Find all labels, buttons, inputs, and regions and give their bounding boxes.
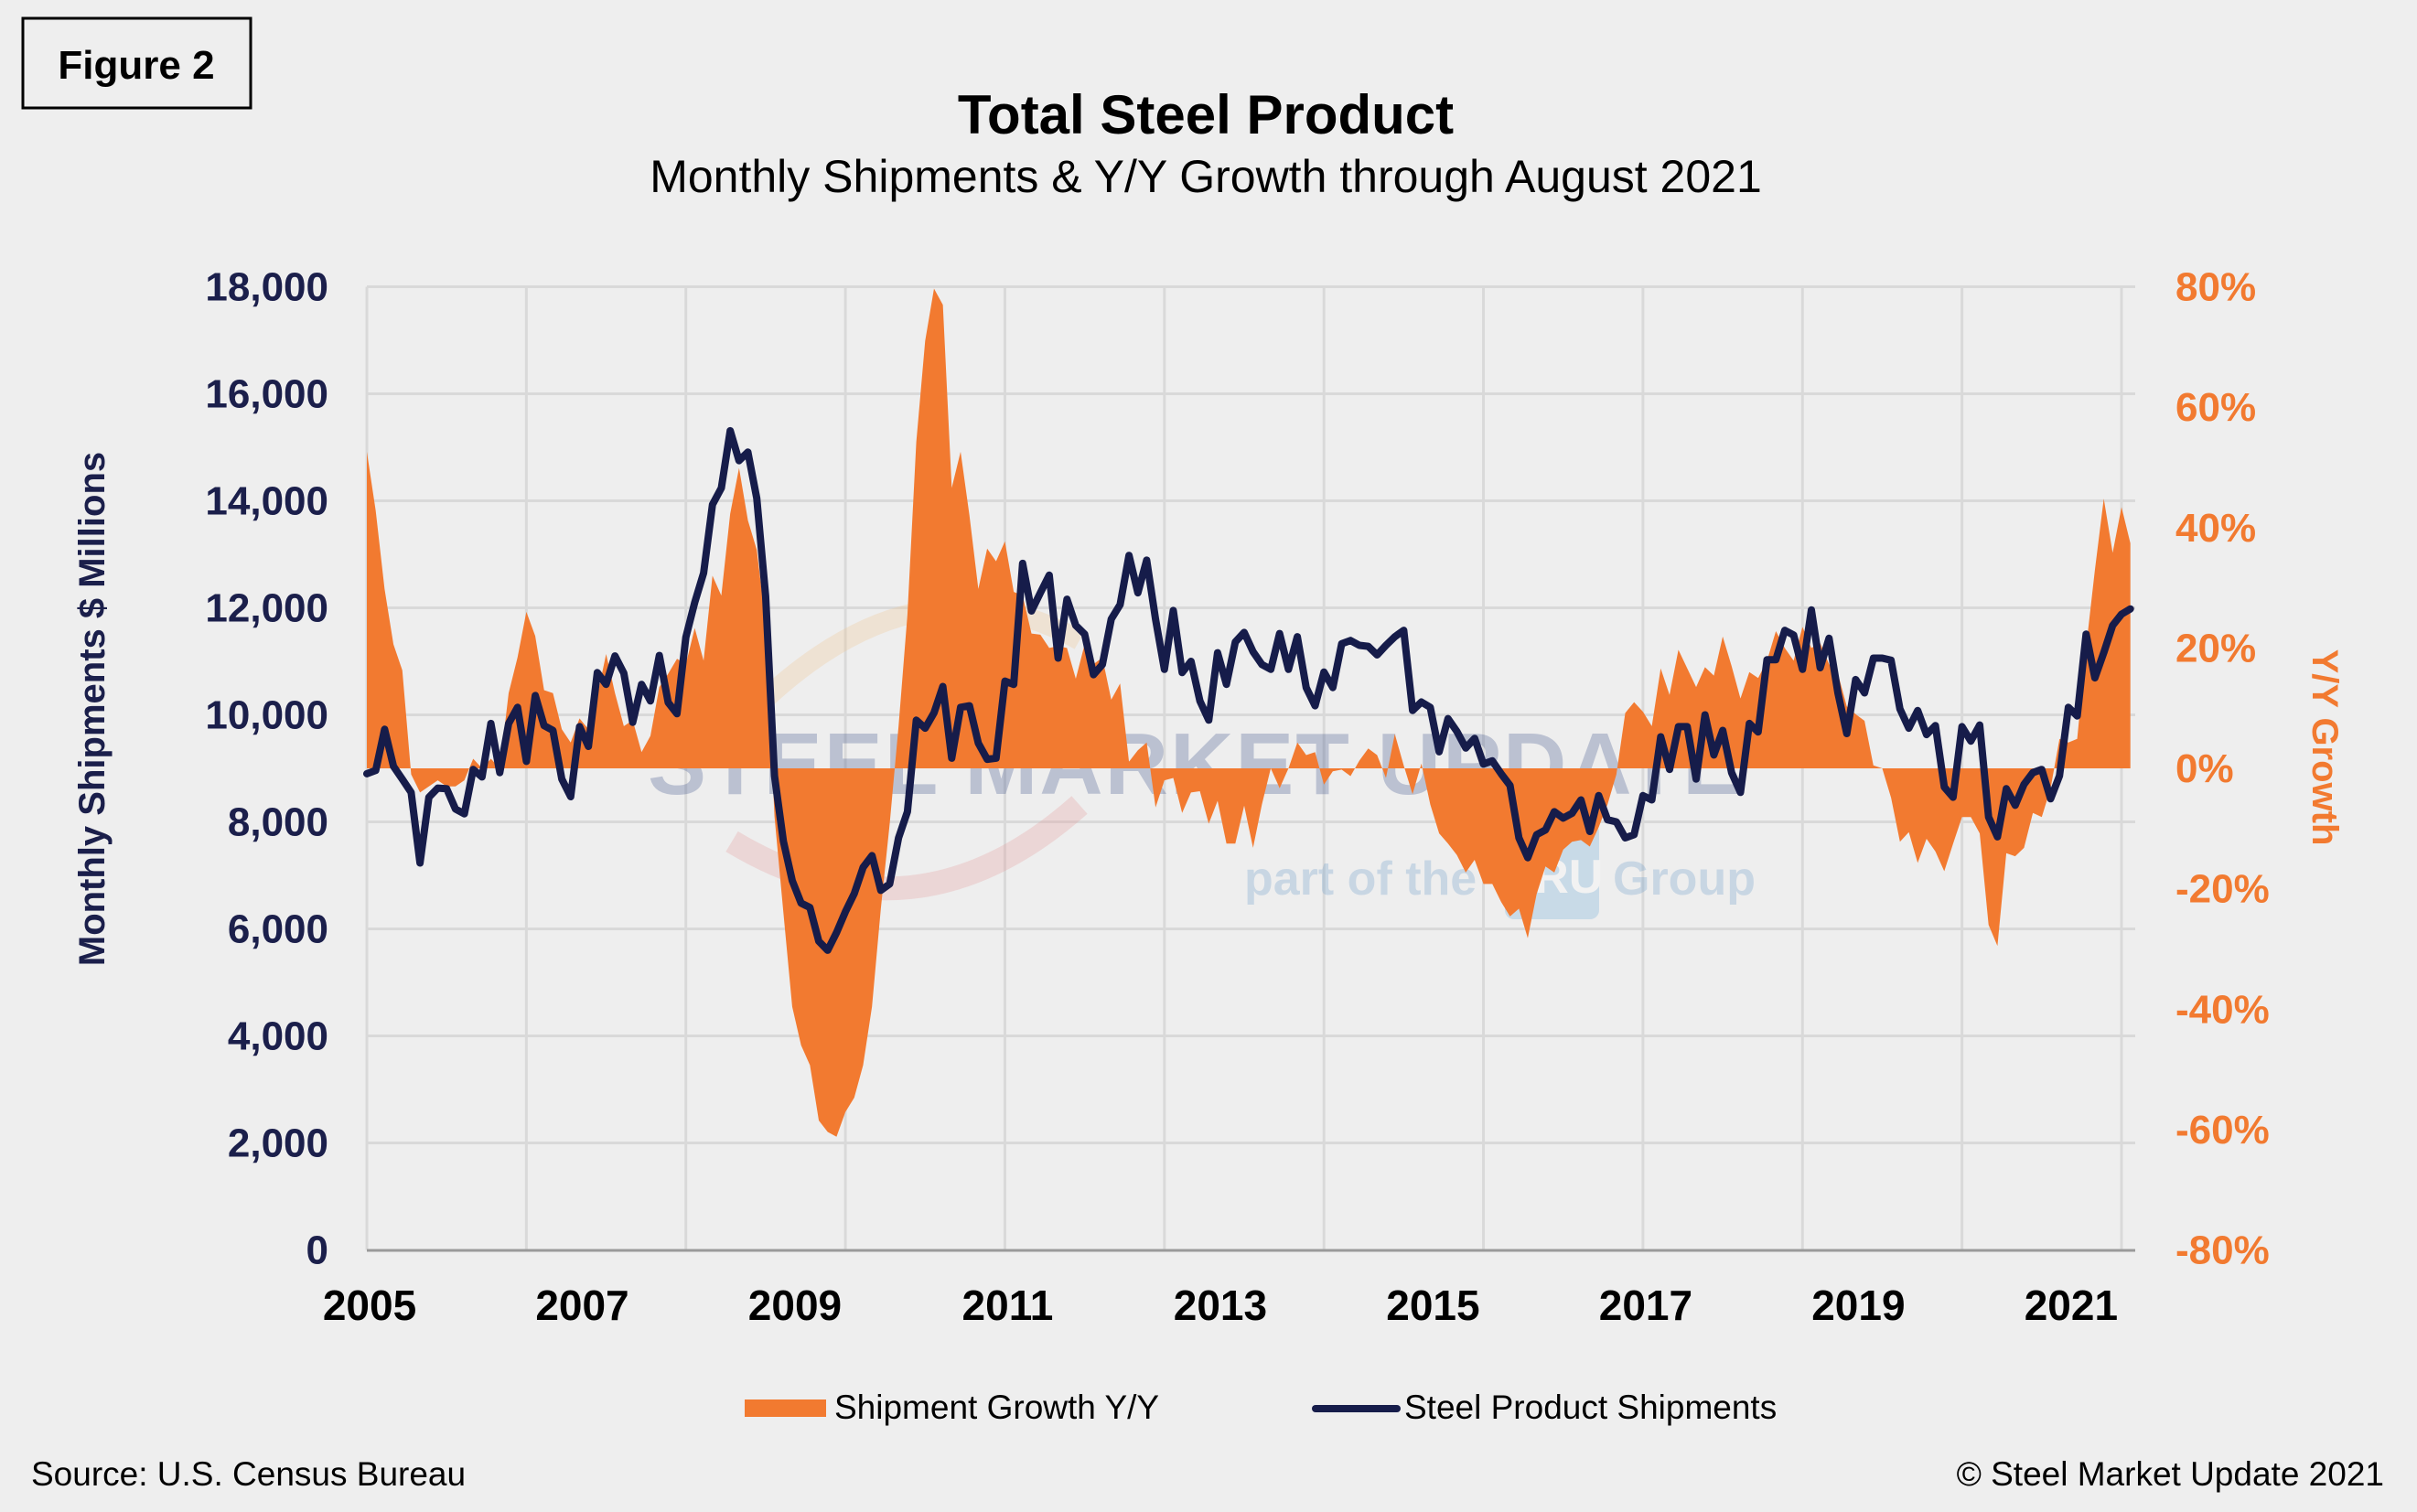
legend: Shipment Growth Y/Y Steel Product Shipme… xyxy=(745,1389,1777,1426)
growth-area-layer xyxy=(367,288,2131,1137)
copyright-note: © Steel Market Update 2021 xyxy=(1957,1455,2384,1493)
figure-label-box: Figure 2 xyxy=(21,16,252,110)
x-tick-label: 2009 xyxy=(748,1281,842,1329)
right-tick-label: -20% xyxy=(2175,867,2270,912)
right-tick-label: 80% xyxy=(2175,265,2256,310)
right-axis-title: Y/Y Growth xyxy=(2304,649,2345,846)
growth-area xyxy=(367,288,2131,1137)
right-tick-label: 20% xyxy=(2175,626,2256,670)
left-tick-label: 16,000 xyxy=(205,372,328,417)
legend-swatch-growth xyxy=(745,1399,826,1417)
left-tick-label: 14,000 xyxy=(205,479,328,524)
right-tick-label: 0% xyxy=(2175,746,2234,791)
x-tick-label: 2017 xyxy=(1599,1281,1692,1329)
left-tick-label: 2,000 xyxy=(228,1121,328,1166)
legend-label-growth: Shipment Growth Y/Y xyxy=(834,1389,1159,1426)
left-tick-label: 6,000 xyxy=(228,907,328,952)
right-tick-label: -80% xyxy=(2175,1228,2270,1273)
x-tick-label: 2007 xyxy=(535,1281,628,1329)
x-tick-label: 2021 xyxy=(2025,1281,2118,1329)
right-axis-ticks: -80% -60% -40% -20% 0% 20% 40% 60% 80% xyxy=(2175,265,2270,1273)
left-tick-label: 10,000 xyxy=(205,693,328,738)
shipments-line xyxy=(363,426,2134,954)
left-axis-title: Monthly Shipments $ Millions xyxy=(72,452,113,966)
x-tick-label: 2005 xyxy=(323,1281,416,1329)
legend-label-shipments: Steel Product Shipments xyxy=(1404,1389,1777,1426)
right-tick-label: 60% xyxy=(2175,385,2256,430)
left-tick-label: 18,000 xyxy=(205,265,328,310)
x-tick-label: 2011 xyxy=(962,1281,1054,1329)
svg-text:Group: Group xyxy=(1613,853,1756,906)
source-note: Source: U.S. Census Bureau xyxy=(31,1455,466,1493)
left-tick-label: 12,000 xyxy=(205,586,328,631)
right-tick-label: -60% xyxy=(2175,1108,2270,1153)
right-tick-label: -40% xyxy=(2175,987,2270,1032)
x-tick-label: 2015 xyxy=(1386,1281,1479,1329)
svg-text:part of the: part of the xyxy=(1244,853,1477,906)
legend-item-growth[interactable]: Shipment Growth Y/Y xyxy=(745,1389,1159,1426)
left-tick-label: 8,000 xyxy=(228,800,328,845)
left-axis-ticks: 0 2,000 4,000 6,000 8,000 10,000 12,000 14,000 1… xyxy=(205,265,328,1273)
left-tick-label: 4,000 xyxy=(228,1014,328,1059)
x-axis-ticks: 2005 2007 2009 2011 2013 2015 2017 2019 2021 xyxy=(323,1281,2118,1329)
x-tick-label: 2013 xyxy=(1174,1281,1267,1329)
x-tick-label: 2019 xyxy=(1811,1281,1905,1329)
legend-item-shipments[interactable]: Steel Product Shipments xyxy=(1312,1389,1777,1426)
left-tick-label: 0 xyxy=(306,1228,328,1273)
chart-title: Total Steel Product xyxy=(958,84,1454,145)
figure-label: Figure 2 xyxy=(58,43,214,88)
shipments-line-layer xyxy=(363,426,2134,954)
right-tick-label: 40% xyxy=(2175,506,2256,551)
chart-subtitle: Monthly Shipments & Y/Y Growth through A… xyxy=(650,151,1762,202)
